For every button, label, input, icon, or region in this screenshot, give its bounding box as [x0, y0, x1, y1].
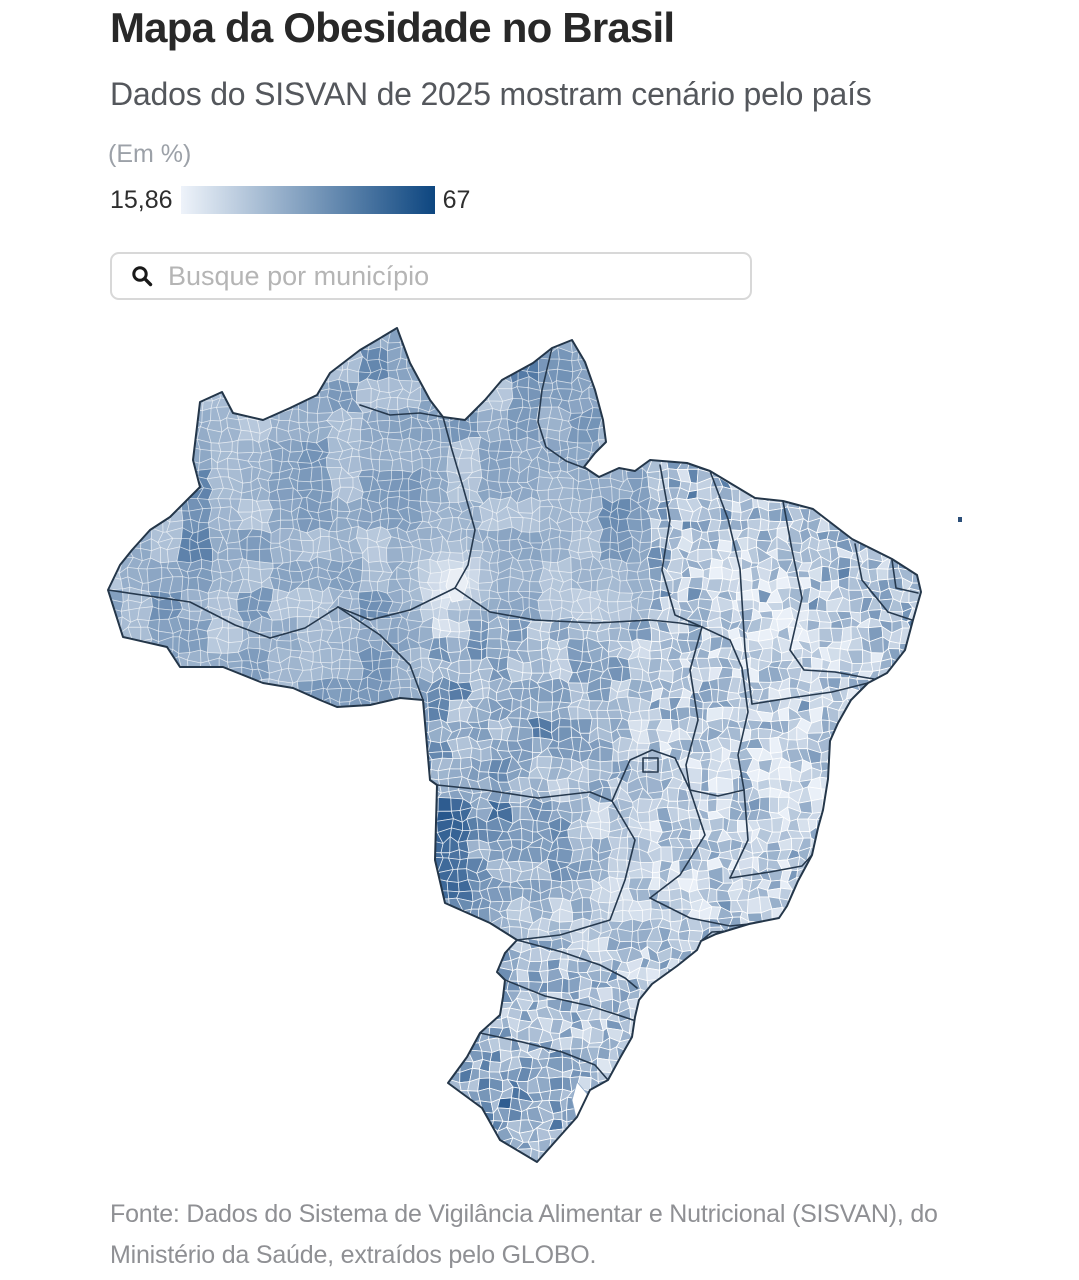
page-subtitle: Dados do SISVAN de 2025 mostram cenário …: [110, 76, 872, 112]
island-dot: [958, 517, 962, 522]
search-input[interactable]: [166, 259, 750, 293]
legend-gradient-bar: [180, 186, 435, 214]
brazil-choropleth-map[interactable]: [90, 320, 970, 1180]
source-note: Fonte: Dados do Sistema de Vigilância Al…: [110, 1194, 960, 1276]
page-title: Mapa da Obesidade no Brasil: [110, 4, 675, 51]
color-legend: 15,86 67: [110, 184, 470, 216]
legend-min-value: 15,86: [110, 185, 173, 214]
legend-max-value: 67: [442, 185, 471, 214]
choropleth-map-container: [90, 320, 970, 1180]
source-line-1: Fonte: Dados do Sistema de Vigilância Al…: [110, 1200, 938, 1228]
municipality-search-box[interactable]: [110, 252, 752, 300]
legend-unit-label: (Em %): [108, 140, 192, 168]
search-icon: [132, 266, 153, 287]
source-line-2: Ministério da Saúde, extraídos pelo GLOB…: [110, 1241, 597, 1269]
